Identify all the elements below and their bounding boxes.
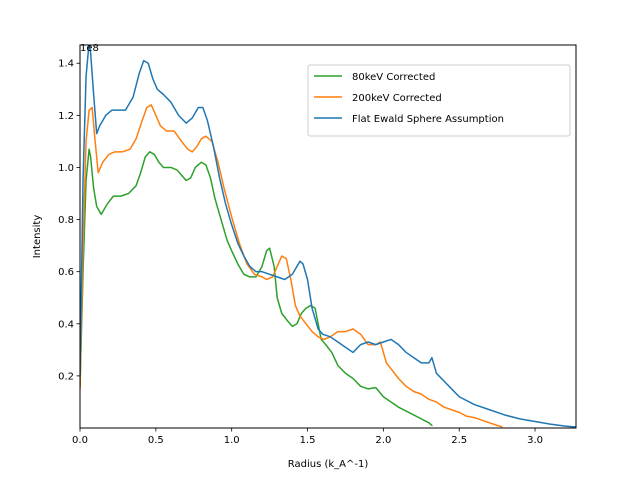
x-axis-label: Radius (k_A^-1) (288, 459, 369, 470)
legend-box (307, 64, 571, 137)
series-line-0 (80, 148, 433, 427)
x-tick-label: 0.5 (148, 435, 164, 446)
y-tick-label: 0.8 (58, 215, 74, 226)
legend-entry-1: 200keV Corrected (352, 93, 442, 104)
y-tick-label: 1.4 (58, 59, 74, 70)
legend-entry-2: Flat Ewald Sphere Assumption (352, 114, 504, 125)
y-tick-label: 0.2 (58, 371, 74, 382)
x-tick-label: 1.0 (224, 435, 240, 446)
legend: 80keV Corrected 200keV Corrected Flat Ewal… (307, 64, 571, 137)
x-axis: 0.0 0.5 1.0 1.5 2.0 2.5 3.0 (72, 428, 543, 446)
x-tick-label: 2.5 (451, 435, 467, 446)
series-layer (80, 45, 576, 428)
y-offset-label: 1e8 (80, 43, 99, 54)
x-tick-label: 0.0 (72, 435, 88, 446)
y-tick-label: 0.4 (58, 319, 74, 330)
y-tick-label: 1.0 (58, 163, 74, 174)
y-axis-label: Intensity (32, 215, 43, 259)
y-tick-label: 0.6 (58, 267, 74, 278)
x-tick-label: 3.0 (527, 435, 543, 446)
y-tick-label: 1.2 (58, 111, 74, 122)
series-line-1 (80, 104, 503, 428)
x-tick-label: 2.0 (375, 435, 391, 446)
legend-entry-0: 80keV Corrected (352, 72, 435, 83)
y-axis: 0.2 0.4 0.6 0.8 1.0 1.2 1.4 (58, 59, 80, 382)
plot-frame (79, 44, 577, 429)
series-line-2 (80, 45, 576, 428)
x-tick-label: 1.5 (300, 435, 316, 446)
